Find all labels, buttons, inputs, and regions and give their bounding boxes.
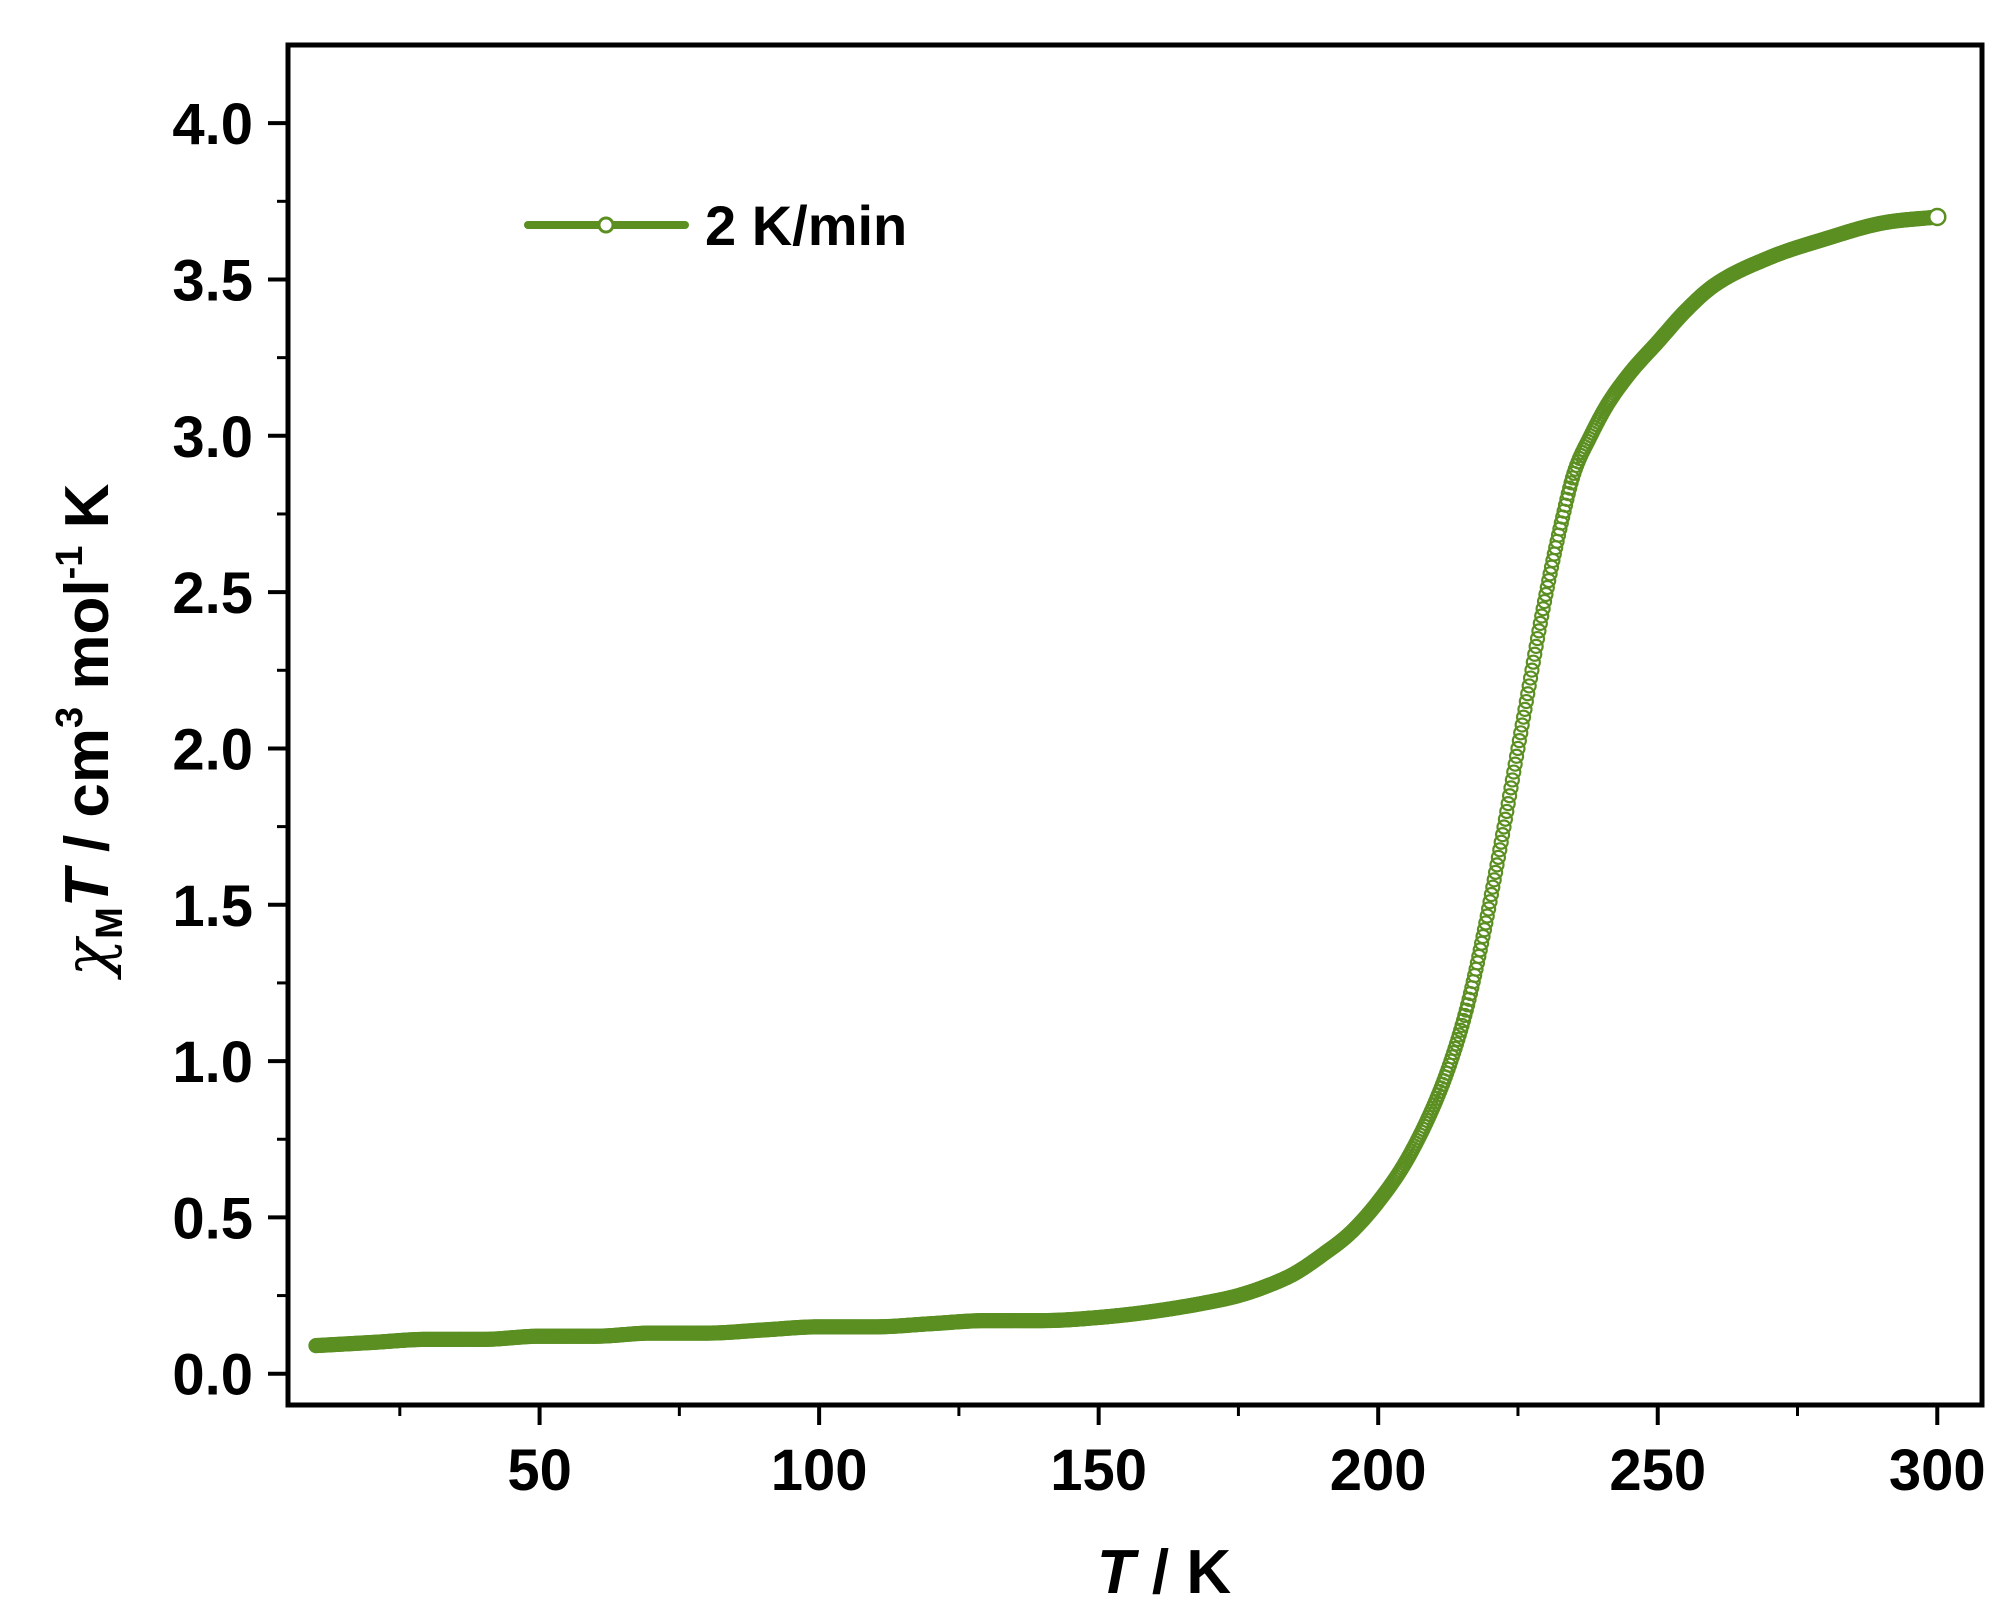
data-point <box>1507 756 1523 772</box>
legend: 2 K/min <box>524 194 907 257</box>
data-point <box>1538 586 1554 603</box>
y-tick-label: 1.0 <box>172 1030 253 1095</box>
data-point <box>1524 662 1540 678</box>
y-axis-title-sup3: 3 <box>49 707 91 728</box>
plot-frame <box>285 42 1985 1408</box>
y-tick-label: 0.0 <box>172 1343 253 1408</box>
data-point <box>1517 701 1533 717</box>
x-tick-label: 300 <box>1889 1438 1986 1503</box>
data-point <box>1487 864 1504 880</box>
data-point <box>1520 686 1536 702</box>
x-tick-label: 250 <box>1609 1438 1706 1503</box>
data-point <box>1506 764 1522 780</box>
y-axis-title-T: T <box>53 864 122 907</box>
y-tick-label: 2.0 <box>172 717 253 782</box>
data-point <box>1492 842 1508 858</box>
data-point-last <box>1928 207 1947 227</box>
data-point <box>1514 717 1530 733</box>
data-point <box>1518 693 1534 710</box>
data-point <box>1493 834 1509 850</box>
data-point <box>1528 638 1544 654</box>
x-axis-title-symbol: T <box>1097 1538 1140 1607</box>
y-tick-label: 4.0 <box>172 92 253 157</box>
series-2k-min <box>308 207 1947 1354</box>
series-layer <box>308 207 1947 1354</box>
data-point <box>1521 678 1537 694</box>
data-point <box>1532 615 1548 631</box>
data-point <box>1497 811 1513 827</box>
y-axis-title: χMT / cm3 mol-1 K <box>49 483 131 980</box>
y-axis-title-K: K <box>53 483 122 545</box>
data-point <box>1482 894 1498 910</box>
data-point <box>1531 623 1547 639</box>
x-tick-label: 100 <box>771 1438 868 1503</box>
data-point <box>1476 922 1493 938</box>
y-tick-label: 1.5 <box>172 874 253 939</box>
y-axis-title-subscript: M <box>89 907 131 939</box>
data-point <box>1486 872 1502 888</box>
data-point <box>1496 819 1512 835</box>
data-point <box>1490 849 1507 865</box>
x-tick-label: 200 <box>1330 1438 1427 1503</box>
y-axis-title-chi: χ <box>50 935 123 980</box>
data-point <box>1535 601 1551 617</box>
data-point <box>1481 901 1497 917</box>
data-point <box>1478 915 1494 931</box>
y-axis-title-mol: mol <box>53 579 122 706</box>
y-tick-label: 3.0 <box>172 405 253 470</box>
data-point <box>1539 579 1555 596</box>
x-tick-label: 50 <box>507 1438 572 1503</box>
axis-tick-labels: 50 100 150 200 250 300 0.0 0.5 1.0 1.5 2.0 2.5 3.0 3.… <box>172 92 1985 1503</box>
data-point <box>1485 879 1501 895</box>
data-point <box>1534 608 1550 624</box>
legend-circle-marker <box>597 216 615 234</box>
data-point <box>1499 803 1515 820</box>
y-tick-label: 3.5 <box>172 248 253 313</box>
data-point <box>1510 740 1526 757</box>
y-tick-label: 2.5 <box>172 561 253 626</box>
x-axis-title: T / K <box>1097 1538 1232 1607</box>
y-axis-title-unit: / cm <box>53 728 122 869</box>
y-axis-title-supm1: -1 <box>49 546 91 580</box>
data-point <box>1511 733 1527 749</box>
y-tick-label: 0.5 <box>172 1186 253 1251</box>
data-point <box>1489 857 1505 873</box>
data-point <box>1504 772 1520 788</box>
data-point <box>1501 788 1518 804</box>
data-point <box>1527 646 1543 662</box>
data-point <box>1513 725 1529 741</box>
data-point <box>1515 709 1532 725</box>
legend-label: 2 K/min <box>705 194 907 257</box>
data-point <box>1494 827 1511 843</box>
data-point <box>1522 670 1539 686</box>
x-tick-label: 150 <box>1050 1438 1147 1503</box>
data-point <box>1500 795 1516 812</box>
data-point <box>1529 630 1546 647</box>
data-point <box>1525 654 1541 670</box>
data-point <box>1503 780 1519 796</box>
data-point <box>1483 886 1500 903</box>
data-point <box>1479 908 1495 924</box>
data-point <box>1536 593 1553 610</box>
data-point <box>1508 748 1525 764</box>
x-axis-title-unit: / K <box>1135 1538 1232 1607</box>
data-point <box>1475 928 1491 945</box>
